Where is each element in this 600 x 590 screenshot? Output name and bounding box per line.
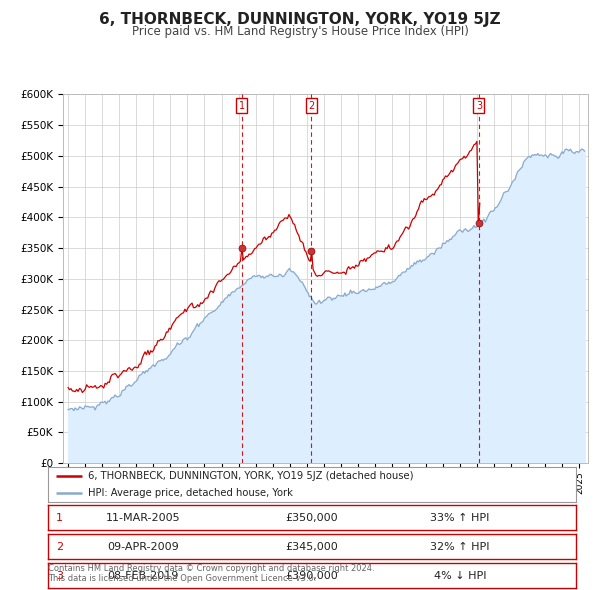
Text: 1: 1 — [56, 513, 63, 523]
Text: 2: 2 — [308, 100, 314, 110]
Text: 2: 2 — [56, 542, 63, 552]
Text: 3: 3 — [56, 571, 63, 581]
Text: Contains HM Land Registry data © Crown copyright and database right 2024.
This d: Contains HM Land Registry data © Crown c… — [48, 563, 374, 583]
Text: 4% ↓ HPI: 4% ↓ HPI — [434, 571, 486, 581]
Text: 09-APR-2009: 09-APR-2009 — [107, 542, 179, 552]
Text: Price paid vs. HM Land Registry's House Price Index (HPI): Price paid vs. HM Land Registry's House … — [131, 25, 469, 38]
Text: £350,000: £350,000 — [286, 513, 338, 523]
Text: 08-FEB-2019: 08-FEB-2019 — [107, 571, 179, 581]
Text: HPI: Average price, detached house, York: HPI: Average price, detached house, York — [88, 488, 292, 498]
Text: 33% ↑ HPI: 33% ↑ HPI — [430, 513, 490, 523]
Text: 3: 3 — [476, 100, 482, 110]
Text: 6, THORNBECK, DUNNINGTON, YORK, YO19 5JZ: 6, THORNBECK, DUNNINGTON, YORK, YO19 5JZ — [99, 12, 501, 27]
Text: 32% ↑ HPI: 32% ↑ HPI — [430, 542, 490, 552]
Text: 6, THORNBECK, DUNNINGTON, YORK, YO19 5JZ (detached house): 6, THORNBECK, DUNNINGTON, YORK, YO19 5JZ… — [88, 471, 413, 481]
Text: £390,000: £390,000 — [286, 571, 338, 581]
Text: 11-MAR-2005: 11-MAR-2005 — [106, 513, 181, 523]
Text: 1: 1 — [239, 100, 245, 110]
Text: £345,000: £345,000 — [286, 542, 338, 552]
